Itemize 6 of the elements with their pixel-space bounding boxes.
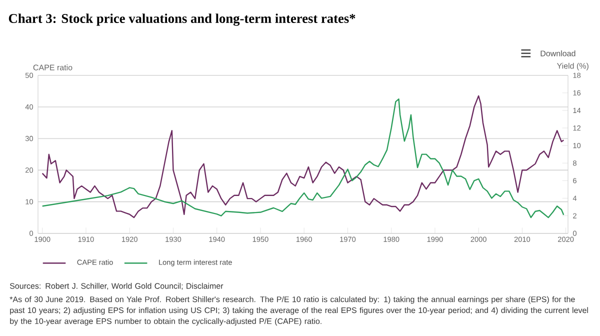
text: *As of 30 June 2019. Based on Yale Prof. Robert Shiller's research. The P/E 10 ratio is calculated by: 1) taking the annual earnings per share (EPS) for the past 10 years; 2) adjusting EPS for inflation using US CPI; 3) taking the average of the real EPS figures over the 10-year period; and 4) dividing the current level by the 10-year average EPS number to obtain the cyclically-adjusted P/E (CAPE) ratio. [10,296,588,326]
source-note: Sources: Robert J. Schiller, World Gold Council; Disclaimer [10,282,224,290]
y2-axis-title: Yield (%) [556,62,588,70]
text: Download [540,50,576,56]
y-axis-title: CAPE ratio [33,64,72,70]
chart-title: Chart 3: Stock price valuations and long-term interest rates* [8,14,356,26]
